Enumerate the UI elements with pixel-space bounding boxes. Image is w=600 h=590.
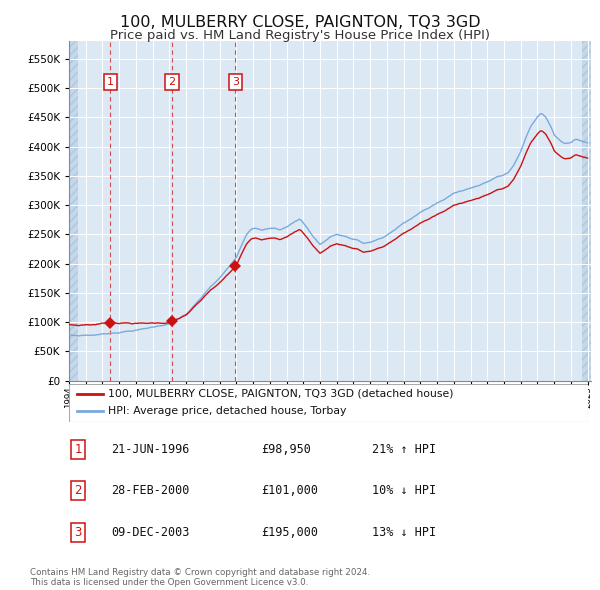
Text: 3: 3 (232, 77, 239, 87)
Text: 1: 1 (107, 77, 114, 87)
Bar (69, 41, 78, 381)
Text: 2: 2 (74, 484, 82, 497)
Bar (582, 41, 592, 381)
Text: 21-JUN-1996: 21-JUN-1996 (111, 443, 190, 456)
Text: 3: 3 (74, 526, 82, 539)
Text: 13% ↓ HPI: 13% ↓ HPI (372, 526, 436, 539)
Bar (69, 41, 78, 381)
Text: £195,000: £195,000 (261, 526, 318, 539)
FancyBboxPatch shape (69, 384, 588, 422)
Text: 100, MULBERRY CLOSE, PAIGNTON, TQ3 3GD (detached house): 100, MULBERRY CLOSE, PAIGNTON, TQ3 3GD (… (108, 389, 454, 399)
Text: £98,950: £98,950 (261, 443, 311, 456)
Text: HPI: Average price, detached house, Torbay: HPI: Average price, detached house, Torb… (108, 407, 346, 417)
Text: 28-FEB-2000: 28-FEB-2000 (111, 484, 190, 497)
Text: Price paid vs. HM Land Registry's House Price Index (HPI): Price paid vs. HM Land Registry's House … (110, 29, 490, 42)
Text: 10% ↓ HPI: 10% ↓ HPI (372, 484, 436, 497)
Text: £101,000: £101,000 (261, 484, 318, 497)
Text: Contains HM Land Registry data © Crown copyright and database right 2024.
This d: Contains HM Land Registry data © Crown c… (30, 568, 370, 587)
Bar (582, 41, 592, 381)
Text: 2: 2 (169, 77, 176, 87)
Text: 1: 1 (74, 443, 82, 456)
Text: 09-DEC-2003: 09-DEC-2003 (111, 526, 190, 539)
Text: 100, MULBERRY CLOSE, PAIGNTON, TQ3 3GD: 100, MULBERRY CLOSE, PAIGNTON, TQ3 3GD (119, 15, 481, 30)
Text: 21% ↑ HPI: 21% ↑ HPI (372, 443, 436, 456)
